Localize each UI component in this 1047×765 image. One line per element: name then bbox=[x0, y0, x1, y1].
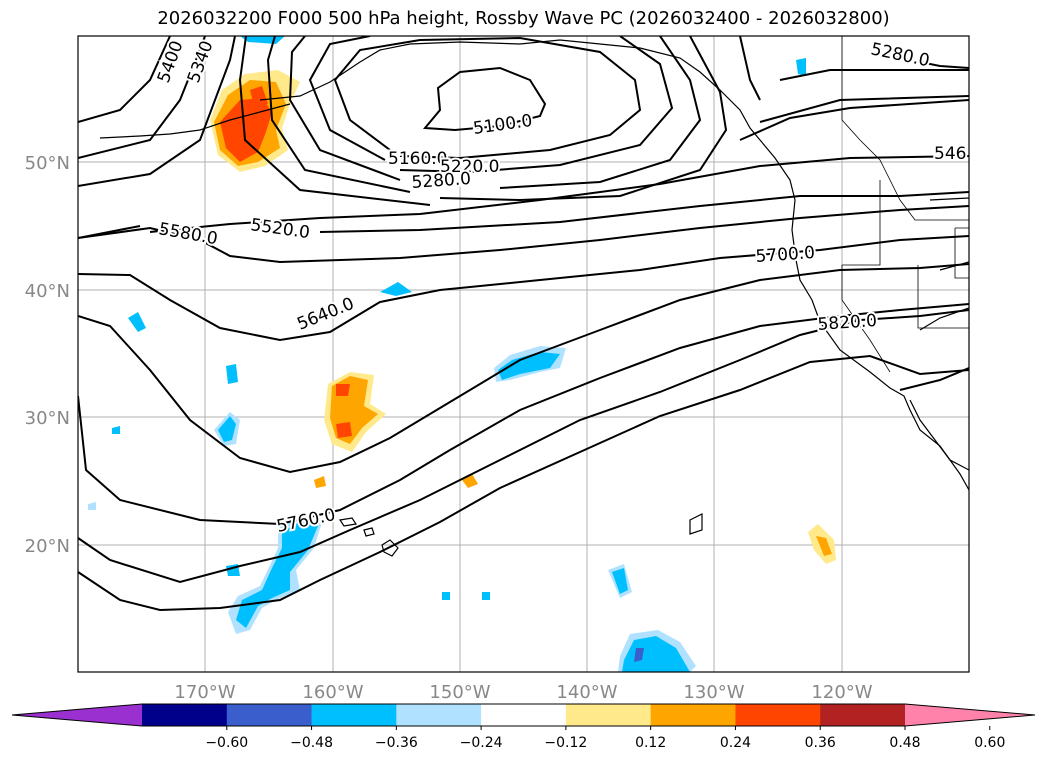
colorbar-labels: −0.60 −0.48 −0.36 −0.24 −0.12 0.12 0.24 0.36 0.4… bbox=[205, 726, 1005, 751]
colorbar-tick-label: 0.60 bbox=[974, 735, 1005, 751]
colorbar-segment bbox=[311, 704, 397, 726]
colorbar-tick-label: 0.48 bbox=[889, 735, 920, 751]
lat-label: 40°N bbox=[25, 281, 70, 302]
contour-5640 bbox=[78, 235, 969, 342]
lon-label: 160°W bbox=[302, 682, 363, 703]
lat-label: 30°N bbox=[25, 408, 70, 429]
colorbar-extend-max bbox=[905, 704, 1035, 726]
contour-5160 bbox=[333, 36, 642, 160]
colorbar-tick-label: 0.12 bbox=[635, 735, 666, 751]
lon-label: 170°W bbox=[174, 682, 235, 703]
contour-5820 bbox=[78, 354, 969, 612]
contour-label: 5700.0 bbox=[755, 243, 816, 267]
chart-title: 2026032200 F000 500 hPa height, Rossby W… bbox=[157, 8, 890, 29]
colorbar-tick-label: −0.36 bbox=[375, 735, 418, 751]
colorbar-tick-label: 0.36 bbox=[805, 735, 836, 751]
colorbar bbox=[11, 703, 1036, 727]
contour-5520 bbox=[149, 155, 969, 233]
contour-label: 546 bbox=[934, 144, 966, 164]
alaska-coast bbox=[259, 39, 761, 141]
contour-5580 bbox=[78, 205, 969, 264]
contour-5220 bbox=[308, 36, 674, 174]
contour-5700 bbox=[78, 263, 969, 474]
colorbar-tick-label: 0.24 bbox=[720, 735, 751, 751]
contour-label: 5280.0 bbox=[411, 169, 472, 193]
colorbar-segment bbox=[226, 704, 313, 726]
contour-5100 bbox=[422, 66, 547, 132]
colorbar-tick-label: −0.24 bbox=[460, 735, 503, 751]
colorbar-segment bbox=[735, 704, 821, 726]
colorbar-tick-label: −0.12 bbox=[544, 735, 587, 751]
lon-axis: 170°W 160°W 150°W 140°W 130°W 120°W bbox=[174, 682, 872, 703]
contour-label: 5160.0 bbox=[388, 149, 447, 169]
contour-label: 5820.0 bbox=[817, 311, 878, 335]
colorbar-outline bbox=[11, 703, 1036, 727]
height-contours bbox=[78, 36, 969, 612]
lon-label: 120°W bbox=[811, 682, 872, 703]
colorbar-tick-label: −0.60 bbox=[205, 735, 248, 751]
lat-axis: 50°N 40°N 30°N 20°N bbox=[25, 153, 70, 557]
colorbar-extend-min bbox=[12, 704, 142, 726]
map-frame bbox=[77, 35, 970, 673]
colorbar-tick-label: −0.48 bbox=[290, 735, 333, 751]
lat-label: 20°N bbox=[25, 536, 70, 557]
colorbar-segment bbox=[481, 704, 567, 726]
colorbar-segment bbox=[142, 704, 228, 726]
colorbar-segment bbox=[820, 704, 906, 726]
colorbar-segment bbox=[650, 704, 736, 726]
colorbar-segment bbox=[396, 704, 482, 726]
lat-label: 50°N bbox=[25, 153, 70, 174]
contour-label: 5220.0 bbox=[440, 157, 499, 177]
anomaly-fills bbox=[88, 36, 836, 672]
lon-label: 150°W bbox=[429, 682, 490, 703]
contour-5760 bbox=[78, 303, 969, 526]
colorbar-segment bbox=[565, 704, 652, 726]
lon-label: 130°W bbox=[683, 682, 744, 703]
lon-label: 140°W bbox=[556, 682, 617, 703]
